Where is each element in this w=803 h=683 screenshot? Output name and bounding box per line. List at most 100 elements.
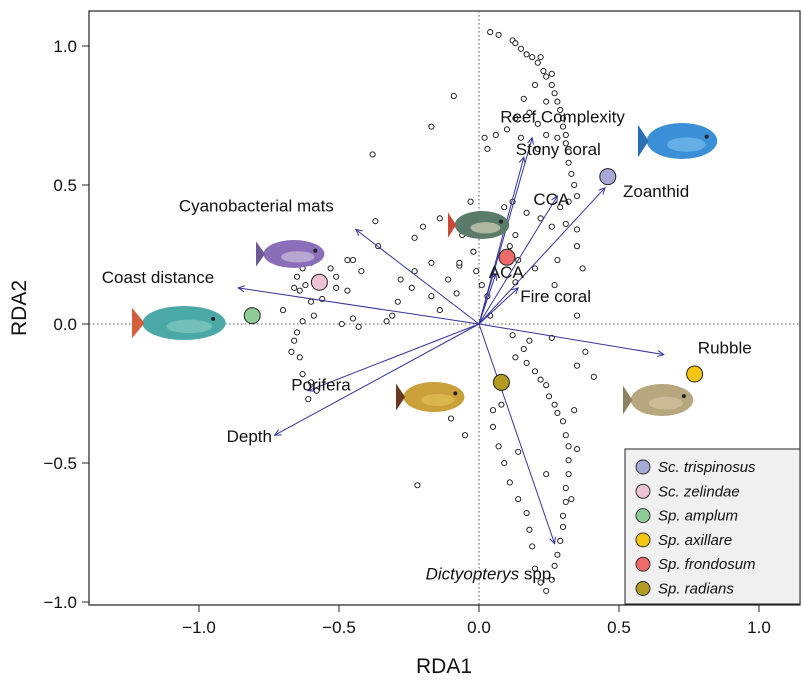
x-tick-label: −0.5 bbox=[322, 618, 356, 637]
site-point bbox=[307, 298, 315, 305]
site-point bbox=[411, 234, 418, 241]
site-point bbox=[579, 265, 586, 272]
fish-marking bbox=[281, 251, 315, 263]
fish-marking bbox=[166, 319, 213, 334]
site-point bbox=[358, 268, 365, 275]
site-point bbox=[279, 307, 287, 314]
site-point bbox=[414, 482, 421, 489]
site-point bbox=[534, 59, 541, 66]
vector-arrow bbox=[478, 187, 606, 325]
x-axis-title: RDA1 bbox=[416, 655, 472, 678]
site-point bbox=[573, 362, 581, 369]
species-point bbox=[599, 168, 617, 186]
site-point bbox=[344, 257, 351, 264]
site-point bbox=[573, 193, 581, 200]
site-point bbox=[531, 265, 539, 272]
site-point bbox=[573, 312, 581, 319]
species-point bbox=[243, 307, 261, 325]
vector-label: Cyanobacterial mats bbox=[179, 196, 334, 215]
site-point bbox=[333, 273, 340, 280]
site-point bbox=[512, 231, 519, 239]
vector-label: Reef Complexity bbox=[500, 108, 625, 127]
site-point bbox=[293, 273, 301, 280]
site-point bbox=[582, 348, 589, 355]
site-point bbox=[501, 459, 508, 467]
site-point bbox=[489, 407, 497, 414]
site-point bbox=[349, 257, 357, 264]
fish-marking bbox=[667, 137, 706, 152]
reference-lines bbox=[89, 11, 800, 605]
site-point bbox=[543, 98, 550, 105]
site-point bbox=[543, 131, 550, 139]
y-tick-label: −0.5 bbox=[43, 454, 77, 473]
site-point bbox=[571, 407, 578, 414]
vector-label-italic: Dictyopterys bbox=[426, 565, 520, 584]
site-point bbox=[369, 151, 376, 158]
site-point bbox=[467, 198, 474, 205]
site-point bbox=[562, 131, 569, 139]
site-point bbox=[573, 226, 581, 233]
vector-arrowhead bbox=[237, 285, 246, 293]
site-point bbox=[509, 332, 516, 339]
site-point bbox=[548, 576, 555, 583]
site-point bbox=[506, 479, 513, 486]
site-point bbox=[517, 45, 525, 52]
site-point bbox=[562, 140, 569, 147]
site-point bbox=[523, 509, 530, 517]
legend-swatch bbox=[635, 459, 651, 475]
site-point bbox=[559, 123, 567, 130]
site-point bbox=[531, 565, 539, 572]
site-point bbox=[291, 284, 298, 291]
site-point bbox=[559, 115, 567, 122]
site-point bbox=[540, 67, 547, 75]
fish-eye bbox=[704, 134, 709, 139]
pale-parrotfish-photo bbox=[623, 384, 694, 416]
site-point bbox=[473, 268, 480, 275]
site-point bbox=[291, 337, 298, 344]
vector-label: Fire coral bbox=[520, 287, 591, 306]
site-point bbox=[484, 145, 491, 152]
site-point bbox=[529, 54, 536, 61]
site-point bbox=[568, 170, 575, 177]
site-point bbox=[489, 423, 497, 430]
site-point bbox=[344, 287, 351, 294]
legend-label: Sp. amplum bbox=[658, 508, 738, 525]
vector-label-rest: spp. bbox=[519, 565, 556, 584]
site-point bbox=[481, 134, 488, 141]
site-point bbox=[428, 259, 435, 266]
site-point bbox=[299, 370, 306, 378]
site-point bbox=[554, 257, 561, 264]
site-point bbox=[447, 415, 455, 422]
site-point bbox=[531, 368, 539, 375]
site-point bbox=[487, 29, 494, 36]
site-point bbox=[551, 282, 558, 289]
site-point bbox=[436, 307, 443, 314]
fish-photos bbox=[132, 123, 718, 416]
fish-tail bbox=[132, 307, 145, 339]
site-point bbox=[461, 432, 469, 439]
site-point bbox=[523, 359, 530, 366]
site-point bbox=[554, 551, 561, 558]
site-point bbox=[557, 204, 564, 211]
site-point bbox=[506, 243, 513, 250]
site-point bbox=[568, 496, 575, 503]
site-point bbox=[495, 443, 502, 450]
y-tick-label: −1.0 bbox=[43, 593, 77, 612]
vector-arrow bbox=[308, 323, 480, 392]
vector-label: Coast distance bbox=[102, 268, 214, 287]
legend-swatch bbox=[635, 581, 651, 596]
vector-label: CCA bbox=[533, 190, 570, 209]
site-point bbox=[565, 443, 572, 450]
x-tick-label: −1.0 bbox=[182, 618, 216, 637]
vector-arrowhead bbox=[511, 287, 520, 295]
vector-arrow bbox=[478, 287, 519, 325]
site-point bbox=[551, 562, 558, 569]
vector-arrow bbox=[478, 323, 664, 356]
site-point bbox=[512, 115, 519, 122]
site-point bbox=[565, 148, 572, 155]
plot-area-border bbox=[88, 10, 801, 606]
site-point bbox=[310, 312, 317, 319]
site-point bbox=[557, 537, 564, 544]
site-point bbox=[565, 457, 572, 464]
site-point bbox=[305, 396, 312, 403]
